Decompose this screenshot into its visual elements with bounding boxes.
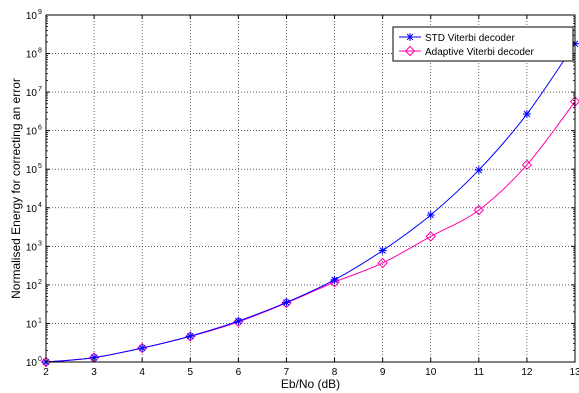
y-tick-exponent: 3 — [38, 240, 42, 247]
legend-label: Adaptive Viterbi decoder — [425, 47, 534, 58]
x-tick-label: 9 — [380, 367, 386, 378]
data-point-asterisk — [406, 33, 414, 41]
y-tick-base: 10 — [26, 204, 38, 215]
y-tick-exponent: 6 — [38, 125, 42, 132]
data-point-diamond — [136, 342, 148, 354]
data-point-diamond — [404, 45, 416, 57]
y-tick-label: 10 9 — [26, 9, 42, 22]
data-point-asterisk — [378, 246, 387, 255]
y-tick-exponent: 2 — [38, 279, 42, 286]
legend-label: STD Viterbi decoder — [425, 33, 516, 44]
data-point-asterisk — [186, 332, 195, 341]
x-tick-label: 4 — [139, 367, 145, 378]
y-tick-label: 10 0 — [26, 356, 42, 369]
data-point-diamond — [329, 276, 340, 288]
series-layer — [40, 39, 579, 368]
y-tick-label: 10 8 — [26, 48, 42, 61]
data-point-asterisk — [282, 298, 291, 307]
y-tick-label: 10 1 — [26, 317, 42, 330]
y-axis-label: Normalised Energy for correcting an erro… — [9, 78, 23, 299]
x-tick-label: 12 — [521, 367, 533, 378]
x-tick-label: 3 — [91, 367, 97, 378]
y-tick-label: 10 4 — [26, 202, 42, 215]
y-tick-base: 10 — [26, 281, 38, 292]
x-tick-label: 7 — [284, 367, 290, 378]
series-line — [45, 101, 576, 363]
data-point-asterisk — [234, 317, 243, 326]
y-tick-base: 10 — [26, 50, 38, 61]
x-tick-label: 8 — [332, 367, 338, 378]
data-point-diamond — [473, 204, 485, 216]
y-tick-base: 10 — [26, 358, 38, 369]
data-point-asterisk — [474, 166, 483, 175]
x-tick-label: 2 — [43, 367, 49, 378]
series-line — [45, 43, 576, 363]
data-point-diamond — [377, 257, 388, 269]
data-point-diamond — [521, 159, 533, 171]
x-axis-label: Eb/No (dB) — [281, 377, 340, 391]
data-point-diamond — [425, 231, 436, 242]
legend-entry: Adaptive Viterbi decoder — [399, 45, 534, 58]
legend: STD Viterbi decoder Adaptive Viterbi deco… — [392, 26, 574, 62]
y-tick-label: 10 5 — [26, 163, 42, 176]
series-adaptive-viterbi — [40, 96, 579, 368]
y-tick-label: 10 6 — [26, 125, 42, 138]
data-point-asterisk — [426, 210, 435, 219]
y-tick-base: 10 — [26, 165, 38, 176]
y-tick-exponent: 7 — [38, 86, 42, 93]
y-tick-exponent: 1 — [38, 317, 42, 324]
y-tick-base: 10 — [26, 242, 38, 253]
y-tick-exponent: 0 — [38, 356, 42, 363]
x-tick-label: 5 — [187, 367, 193, 378]
legend-entry: STD Viterbi decoder — [399, 33, 516, 44]
grid — [46, 15, 575, 362]
series-std-viterbi — [42, 39, 579, 366]
y-tick-label: 10 7 — [26, 86, 42, 99]
x-tick-label: 13 — [569, 367, 579, 378]
x-tick-label: 10 — [425, 367, 437, 378]
y-tick-label: 10 3 — [26, 240, 42, 253]
y-tick-base: 10 — [26, 11, 38, 22]
y-tick-exponent: 8 — [38, 48, 42, 55]
x-tick-label: 11 — [474, 367, 485, 378]
axes — [45, 14, 576, 363]
legend-box — [392, 26, 574, 62]
data-point-asterisk — [330, 275, 339, 284]
y-tick-exponent: 5 — [38, 163, 42, 170]
y-tick-base: 10 — [26, 319, 38, 330]
x-tick-label: 6 — [236, 367, 242, 378]
data-point-asterisk — [138, 344, 147, 353]
y-tick-base: 10 — [26, 88, 38, 99]
y-tick-exponent: 9 — [38, 9, 42, 16]
y-tick-base: 10 — [26, 127, 38, 138]
data-point-asterisk — [522, 110, 531, 119]
data-point-diamond — [40, 356, 52, 368]
y-tick-exponent: 4 — [38, 202, 42, 209]
y-tick-label: 10 2 — [26, 279, 42, 292]
plot-frame — [45, 14, 576, 363]
